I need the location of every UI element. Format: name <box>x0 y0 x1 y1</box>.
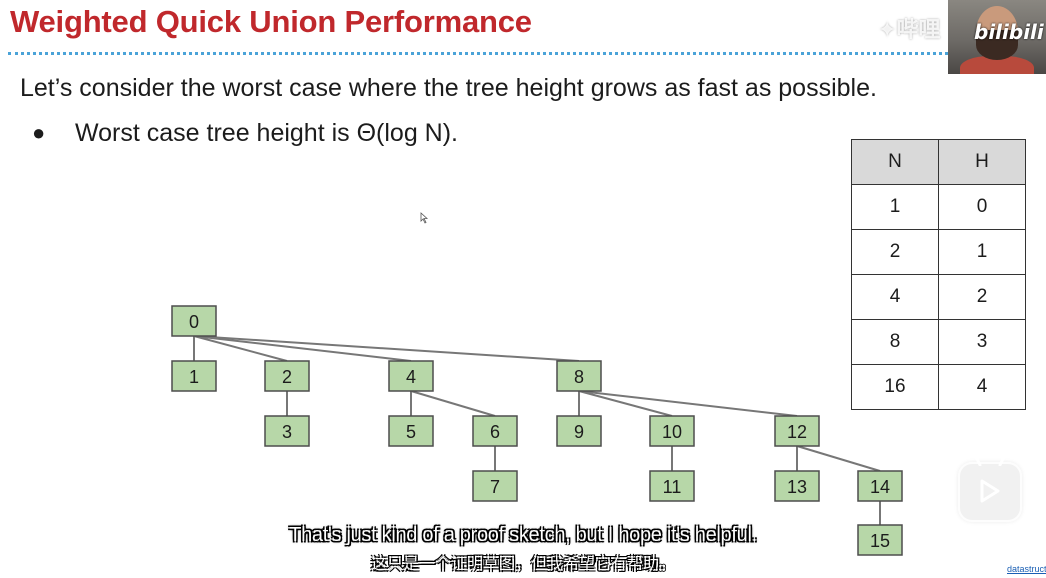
tree-edge <box>193 335 412 362</box>
table-row: 2 1 <box>851 229 1026 275</box>
table-header-h: H <box>938 139 1026 185</box>
table-cell-h: 4 <box>938 364 1026 410</box>
subtitle-chinese: 这只是一个证明草图，但我希望它有帮助。 <box>370 554 675 573</box>
tree-edge <box>578 390 673 417</box>
tree-node-label: 3 <box>282 422 292 442</box>
tree-edge <box>193 335 580 362</box>
presenter-shirt <box>960 56 1034 74</box>
tree-edge <box>193 335 288 362</box>
subtitle-english: That's just kind of a proof sketch, but … <box>289 524 757 546</box>
tree-node-label: 1 <box>189 367 199 387</box>
table-cell-n: 8 <box>851 319 939 365</box>
tree-node-box <box>264 360 310 392</box>
tree-node: 13 <box>774 470 820 502</box>
tree-node: 2 <box>264 360 310 392</box>
tree-node: 14 <box>857 470 903 502</box>
tree-node-box <box>388 360 434 392</box>
table-row: 8 3 <box>851 319 1026 365</box>
tree-node-label: 0 <box>189 312 199 332</box>
table-cell-n: 1 <box>851 184 939 230</box>
tree-node-label: 8 <box>574 367 584 387</box>
slide-title: Weighted Quick Union Performance <box>10 4 532 39</box>
tree-node: 7 <box>472 470 518 502</box>
tree-node-box <box>774 415 820 447</box>
tree-node-box <box>388 415 434 447</box>
tree-node-box <box>472 415 518 447</box>
tree-node-label: 13 <box>787 477 807 497</box>
table-row: 16 4 <box>851 364 1026 410</box>
tree-node: 11 <box>649 470 695 502</box>
table-row: 4 2 <box>851 274 1026 320</box>
tree-node: 6 <box>472 415 518 447</box>
play-button[interactable] <box>958 456 1022 522</box>
mouse-cursor-icon <box>420 212 429 224</box>
play-icon <box>980 479 1000 503</box>
tree-node: 1 <box>171 360 217 392</box>
title-divider <box>8 52 948 55</box>
table-cell-n: 4 <box>851 274 939 320</box>
tree-node-label: 11 <box>663 477 682 497</box>
tree-node-label: 9 <box>574 422 584 442</box>
tree-node-box <box>649 415 695 447</box>
table-cell-n: 16 <box>851 364 939 410</box>
tree-node-box <box>857 524 903 556</box>
tree-node-label: 5 <box>406 422 416 442</box>
tree-node-label: 14 <box>870 477 890 497</box>
presenter-beard <box>976 30 1018 60</box>
bullet-text: Worst case tree height is Θ(log N). <box>75 119 459 147</box>
tree-node-box <box>556 360 602 392</box>
tree-edge <box>410 390 496 417</box>
tree-node: 5 <box>388 415 434 447</box>
tree-node-box <box>774 470 820 502</box>
tree-node-label: 2 <box>282 367 292 387</box>
tree-edge <box>796 445 881 472</box>
bilibili-logo: bilibili <box>974 20 1044 44</box>
table-header-row: N H <box>851 139 1026 185</box>
table-cell-h: 1 <box>938 229 1026 275</box>
tree-node-box <box>171 360 217 392</box>
tree-node-box <box>649 470 695 502</box>
bullet-icon: ● <box>32 120 46 145</box>
tv-antenna-icon <box>974 456 1006 466</box>
table-cell-h: 2 <box>938 274 1026 320</box>
datastructur-link[interactable]: datastructur <box>1007 564 1046 574</box>
tree-node: 10 <box>649 415 695 447</box>
table-header-n: N <box>851 139 939 185</box>
table-cell-h: 3 <box>938 319 1026 365</box>
n-h-table: N H 1 0 2 1 4 2 8 3 16 4 <box>851 139 1026 410</box>
table-cell-h: 0 <box>938 184 1026 230</box>
tree-node: 4 <box>388 360 434 392</box>
tree-node-box <box>171 305 217 337</box>
table-cell-n: 2 <box>851 229 939 275</box>
table-row: 1 0 <box>851 184 1026 230</box>
tree-node-label: 7 <box>490 477 500 497</box>
tree-edge <box>578 390 798 417</box>
tree-node: 9 <box>556 415 602 447</box>
tree-node-box <box>472 470 518 502</box>
tree-node-box <box>264 415 310 447</box>
tree-node-box <box>857 470 903 502</box>
tree-node: 0 <box>171 305 217 337</box>
tree-node: 15 <box>857 524 903 556</box>
watermark-text: ✦哔哩 <box>878 18 941 43</box>
tree-node-box <box>556 415 602 447</box>
tree-node: 3 <box>264 415 310 447</box>
tree-node-label: 4 <box>406 367 416 387</box>
tree-node-label: 12 <box>787 422 807 442</box>
tree-node: 12 <box>774 415 820 447</box>
tree-node: 8 <box>556 360 602 392</box>
intro-text: Let’s consider the worst case where the … <box>20 74 877 102</box>
webcam-feed <box>948 0 1046 74</box>
tree-node-label: 6 <box>490 422 500 442</box>
tree-node-label: 10 <box>662 422 682 442</box>
tree-node-label: 15 <box>870 531 890 551</box>
